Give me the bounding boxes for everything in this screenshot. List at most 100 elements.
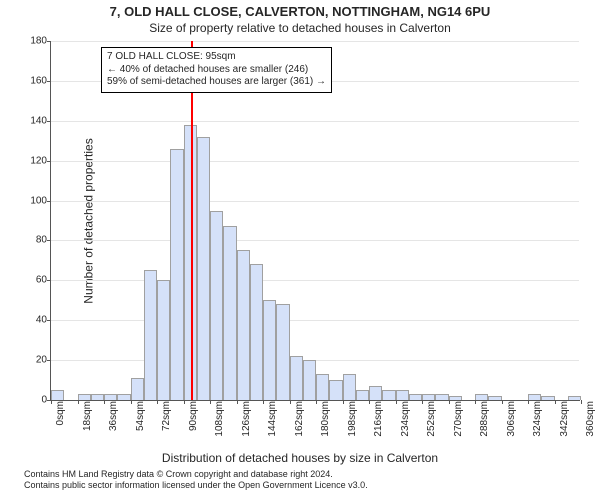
y-gridline [51, 240, 579, 241]
y-tick-label: 120 [21, 155, 47, 166]
histogram-bar [475, 394, 488, 400]
y-tick [47, 41, 51, 42]
x-tick [475, 400, 476, 404]
x-tick-label: 360sqm [585, 401, 596, 451]
x-tick [581, 400, 582, 404]
y-tick [47, 240, 51, 241]
histogram-bar [488, 396, 501, 400]
x-tick [290, 400, 291, 404]
x-tick-label: 180sqm [320, 401, 331, 451]
y-gridline [51, 41, 579, 42]
histogram-bar [250, 264, 263, 400]
chart-title-sub: Size of property relative to detached ho… [0, 21, 600, 35]
histogram-bar [396, 390, 409, 400]
x-tick [131, 400, 132, 404]
histogram-bar [131, 378, 144, 400]
y-tick [47, 81, 51, 82]
x-tick-label: 72sqm [161, 401, 172, 451]
y-tick [47, 121, 51, 122]
histogram-bar [541, 396, 554, 400]
x-tick [555, 400, 556, 404]
histogram-bar [316, 374, 329, 400]
x-tick-label: 126sqm [241, 401, 252, 451]
x-tick [369, 400, 370, 404]
histogram-bar [382, 390, 395, 400]
y-tick [47, 360, 51, 361]
x-tick [528, 400, 529, 404]
x-tick [184, 400, 185, 404]
x-tick [316, 400, 317, 404]
y-tick-label: 60 [21, 275, 47, 286]
histogram-bar [104, 394, 117, 400]
annotation-line: 7 OLD HALL CLOSE: 95sqm [107, 51, 326, 64]
x-tick [449, 400, 450, 404]
chart-title-main: 7, OLD HALL CLOSE, CALVERTON, NOTTINGHAM… [0, 4, 600, 19]
histogram-bar [343, 374, 356, 400]
histogram-bar [449, 396, 462, 400]
histogram-bar [528, 394, 541, 400]
x-tick-label: 144sqm [267, 401, 278, 451]
histogram-bar [409, 394, 422, 400]
x-tick [157, 400, 158, 404]
histogram-bar [290, 356, 303, 400]
histogram-bar [170, 149, 183, 400]
x-tick [396, 400, 397, 404]
histogram-bar [78, 394, 91, 400]
x-tick-label: 162sqm [294, 401, 305, 451]
x-axis-title: Distribution of detached houses by size … [0, 451, 600, 465]
x-tick-label: 54sqm [135, 401, 146, 451]
x-tick-label: 288sqm [479, 401, 490, 451]
y-gridline [51, 201, 579, 202]
x-tick [104, 400, 105, 404]
y-tick [47, 280, 51, 281]
histogram-bar [157, 280, 170, 400]
x-tick [502, 400, 503, 404]
x-tick-label: 36sqm [108, 401, 119, 451]
y-tick [47, 320, 51, 321]
x-tick [51, 400, 52, 404]
y-tick-label: 160 [21, 75, 47, 86]
histogram-bar [91, 394, 104, 400]
histogram-bar [117, 394, 130, 400]
x-tick-label: 0sqm [55, 401, 66, 451]
y-tick [47, 201, 51, 202]
histogram-bar [422, 394, 435, 400]
y-tick-label: 180 [21, 36, 47, 47]
x-tick-label: 306sqm [506, 401, 517, 451]
histogram-bar [210, 211, 223, 400]
y-tick [47, 161, 51, 162]
annotation-line: 59% of semi-detached houses are larger (… [107, 76, 326, 89]
histogram-bar [51, 390, 64, 400]
y-gridline [51, 161, 579, 162]
x-tick [78, 400, 79, 404]
histogram-bar [369, 386, 382, 400]
y-tick-label: 100 [21, 195, 47, 206]
histogram-bar [329, 380, 342, 400]
x-tick [237, 400, 238, 404]
footer-line-1: Contains HM Land Registry data © Crown c… [24, 469, 600, 480]
x-tick-label: 18sqm [82, 401, 93, 451]
histogram-bar [303, 360, 316, 400]
histogram-bar [237, 250, 250, 400]
x-tick [210, 400, 211, 404]
y-gridline [51, 280, 579, 281]
histogram-bar [263, 300, 276, 400]
y-gridline [51, 320, 579, 321]
x-tick-label: 270sqm [453, 401, 464, 451]
x-tick [343, 400, 344, 404]
x-tick-label: 252sqm [426, 401, 437, 451]
histogram-bar [144, 270, 157, 400]
histogram-bar [223, 226, 236, 400]
histogram-bar [276, 304, 289, 400]
y-tick-label: 140 [21, 115, 47, 126]
y-tick-label: 0 [21, 395, 47, 406]
y-tick-label: 80 [21, 235, 47, 246]
annotation-line: ← 40% of detached houses are smaller (24… [107, 64, 326, 77]
y-tick-label: 20 [21, 355, 47, 366]
x-tick [422, 400, 423, 404]
marker-line [191, 41, 193, 400]
y-tick-label: 40 [21, 315, 47, 326]
footer-attribution: Contains HM Land Registry data © Crown c… [24, 469, 600, 491]
x-tick-label: 342sqm [559, 401, 570, 451]
plot-area: 0204060801001201401601800sqm18sqm36sqm54… [50, 41, 580, 401]
